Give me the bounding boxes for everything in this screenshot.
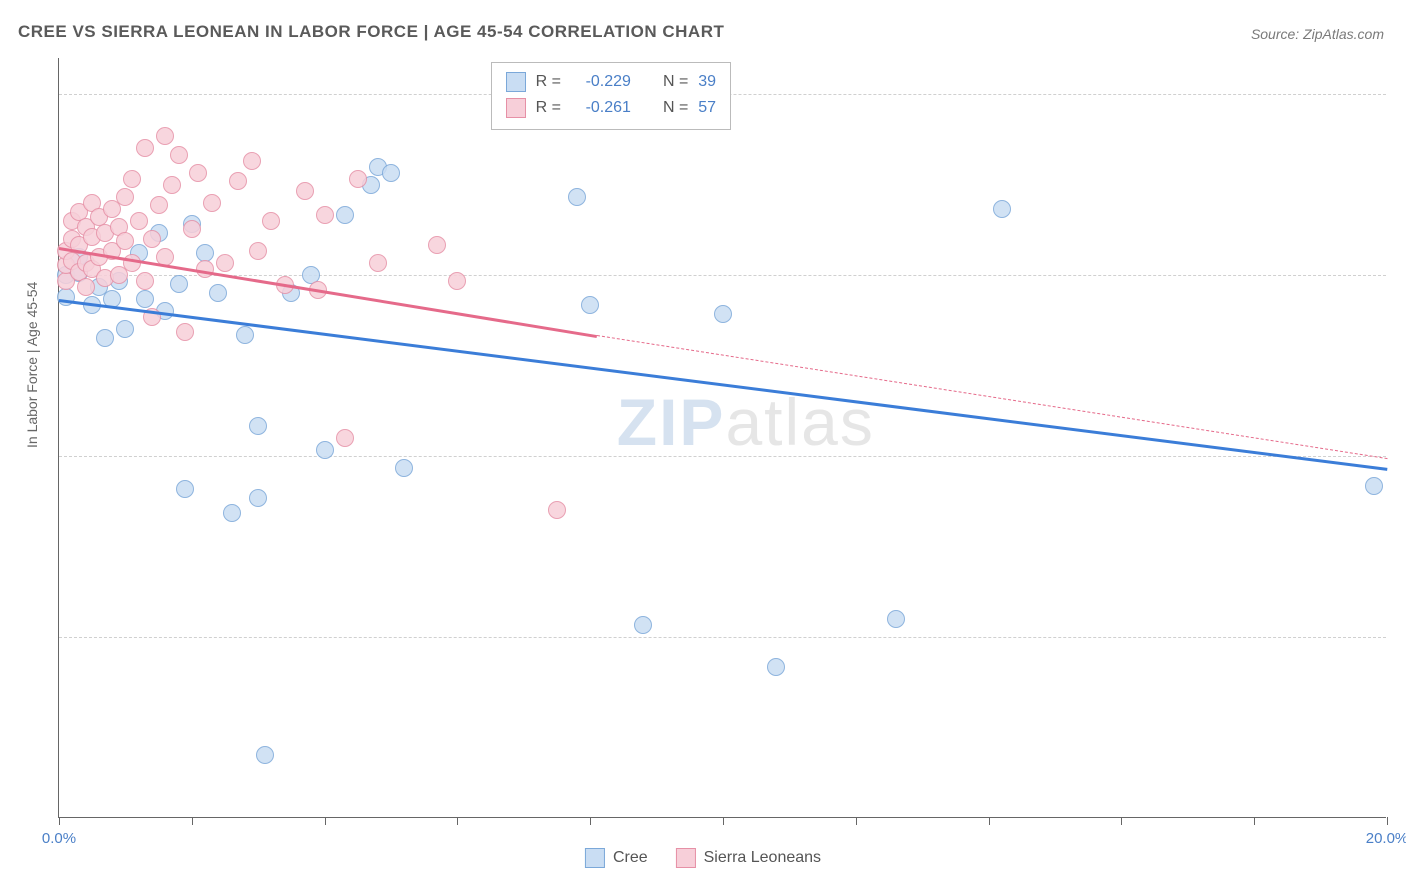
x-tick [590,817,591,825]
data-point [163,176,181,194]
data-point [714,305,732,323]
data-point [183,220,201,238]
data-point [203,194,221,212]
data-point [349,170,367,188]
chart-title: CREE VS SIERRA LEONEAN IN LABOR FORCE | … [18,22,724,42]
data-point [581,296,599,314]
chart-plot-area: 55.0%70.0%85.0%100.0%0.0%20.0%ZIPatlasR … [58,58,1386,818]
data-point [296,182,314,200]
x-tick [1387,817,1388,825]
data-point [316,206,334,224]
x-tick [1254,817,1255,825]
data-point [116,320,134,338]
x-tick-label: 0.0% [42,830,76,847]
legend-label: Sierra Leoneans [704,849,821,867]
trend-line [59,299,1387,470]
r-value: -0.261 [571,95,631,121]
y-axis-label: In Labor Force | Age 45-54 [24,282,40,448]
r-label: R = [536,95,561,121]
data-point [1365,477,1383,495]
x-tick [457,817,458,825]
data-point [209,284,227,302]
series-swatch [506,98,526,118]
data-point [216,254,234,272]
stats-row: R = -0.229 N = 39 [506,69,716,95]
data-point [448,272,466,290]
x-tick [59,817,60,825]
data-point [170,146,188,164]
x-tick [192,817,193,825]
n-value: 57 [698,95,716,121]
data-point [243,152,261,170]
legend-item: Sierra Leoneans [676,848,821,868]
data-point [887,610,905,628]
n-label: N = [663,95,688,121]
data-point [382,164,400,182]
legend-swatch [676,848,696,868]
data-point [176,480,194,498]
data-point [395,459,413,477]
data-point [428,236,446,254]
data-point [130,212,148,230]
data-point [369,254,387,272]
data-point [136,272,154,290]
data-point [223,504,241,522]
x-tick [856,817,857,825]
legend-item: Cree [585,848,648,868]
data-point [316,441,334,459]
data-point [336,429,354,447]
x-tick [325,817,326,825]
trend-line-dashed [597,335,1387,459]
data-point [993,200,1011,218]
x-tick [1121,817,1122,825]
watermark: ZIPatlas [617,384,875,460]
data-point [123,254,141,272]
data-point [96,329,114,347]
r-value: -0.229 [571,69,631,95]
data-point [77,278,95,296]
data-point [136,139,154,157]
data-point [634,616,652,634]
x-tick [989,817,990,825]
data-point [143,230,161,248]
legend-label: Cree [613,849,648,867]
grid-line [59,637,1386,638]
data-point [150,196,168,214]
r-label: R = [536,69,561,95]
data-point [229,172,247,190]
stats-box: R = -0.229 N = 39 R = -0.261 N = 57 [491,62,731,130]
x-tick-label: 20.0% [1366,830,1406,847]
data-point [116,188,134,206]
series-swatch [506,72,526,92]
grid-line [59,275,1386,276]
data-point [176,323,194,341]
legend-swatch [585,848,605,868]
data-point [256,746,274,764]
stats-row: R = -0.261 N = 57 [506,95,716,121]
data-point [189,164,207,182]
data-point [156,127,174,145]
data-point [116,232,134,250]
data-point [236,326,254,344]
data-point [249,489,267,507]
data-point [249,242,267,260]
data-point [336,206,354,224]
data-point [262,212,280,230]
n-label: N = [663,69,688,95]
data-point [568,188,586,206]
source-attribution: Source: ZipAtlas.com [1251,26,1384,42]
data-point [170,275,188,293]
x-tick [723,817,724,825]
data-point [767,658,785,676]
data-point [123,170,141,188]
grid-line [59,456,1386,457]
data-point [548,501,566,519]
n-value: 39 [698,69,716,95]
data-point [249,417,267,435]
data-point [136,290,154,308]
legend: Cree Sierra Leoneans [585,848,821,868]
